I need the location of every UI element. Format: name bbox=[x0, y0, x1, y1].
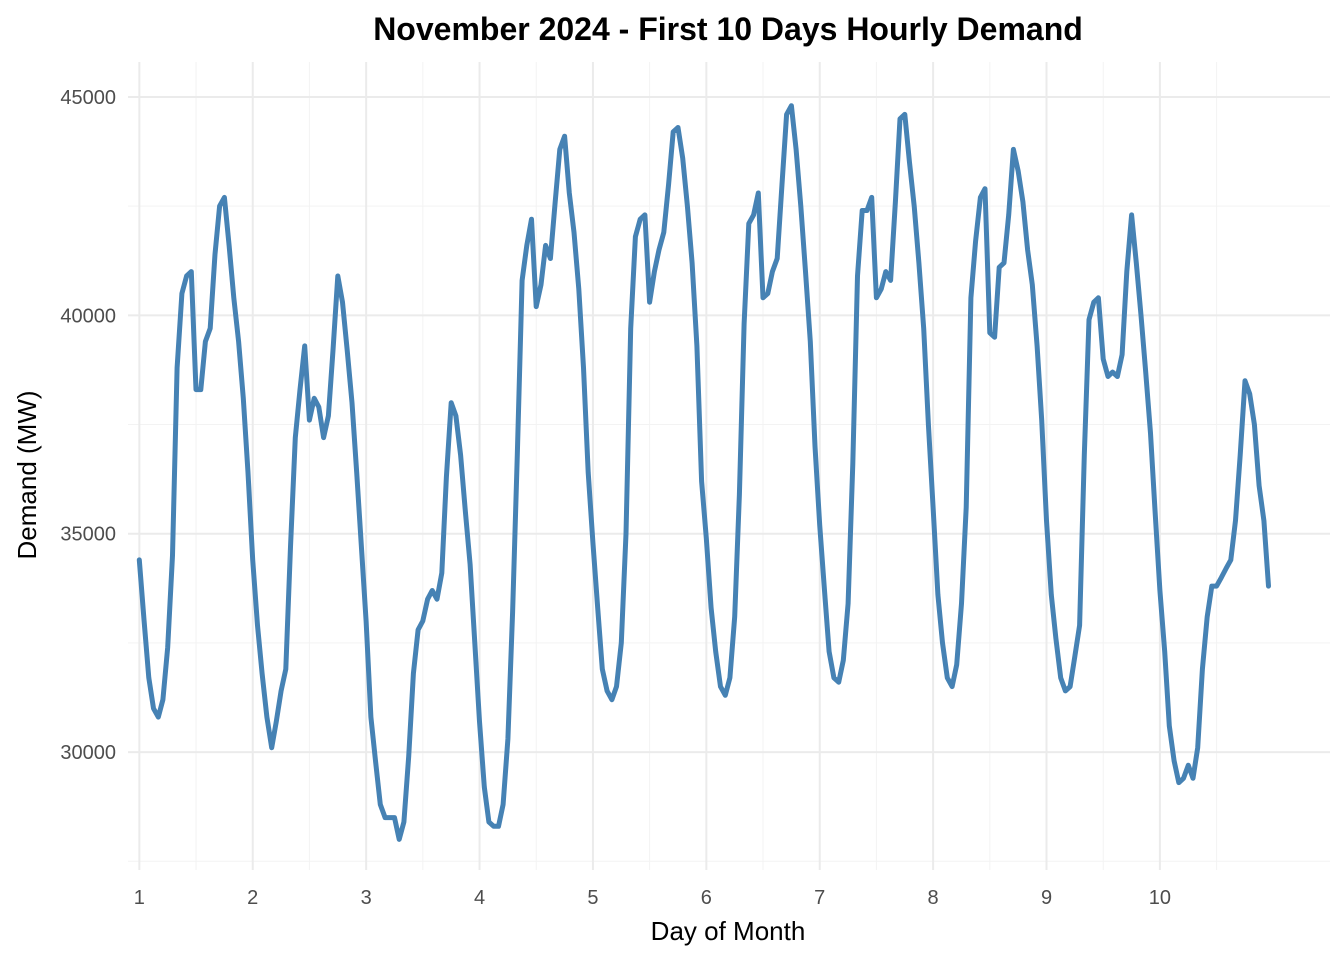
x-tick-label: 4 bbox=[474, 887, 485, 909]
x-tick-label: 9 bbox=[1041, 887, 1052, 909]
y-axis-title: Demand (MW) bbox=[12, 390, 42, 559]
x-tick-label: 8 bbox=[928, 887, 939, 909]
x-tick-label: 6 bbox=[701, 887, 712, 909]
x-tick-label: 5 bbox=[587, 887, 598, 909]
y-tick-label: 45000 bbox=[60, 87, 116, 109]
x-tick-label: 10 bbox=[1149, 887, 1171, 909]
demand-line bbox=[136, 103, 1271, 842]
x-axis-ticks: 1 2 3 4 5 6 7 8 9 10 bbox=[134, 887, 1171, 909]
chart-title: November 2024 - First 10 Days Hourly Dem… bbox=[373, 11, 1083, 47]
x-tick-label: 3 bbox=[361, 887, 372, 909]
x-tick-label: 2 bbox=[247, 887, 258, 909]
y-tick-label: 30000 bbox=[60, 742, 116, 764]
minor-gridlines bbox=[128, 62, 1330, 870]
x-tick-label: 7 bbox=[814, 887, 825, 909]
x-axis-title: Day of Month bbox=[651, 916, 806, 946]
y-tick-label: 35000 bbox=[60, 524, 116, 546]
y-tick-label: 40000 bbox=[60, 305, 116, 327]
y-axis-ticks: 30000 35000 40000 45000 bbox=[60, 87, 116, 764]
major-gridlines bbox=[128, 62, 1330, 870]
x-tick-label: 1 bbox=[134, 887, 145, 909]
